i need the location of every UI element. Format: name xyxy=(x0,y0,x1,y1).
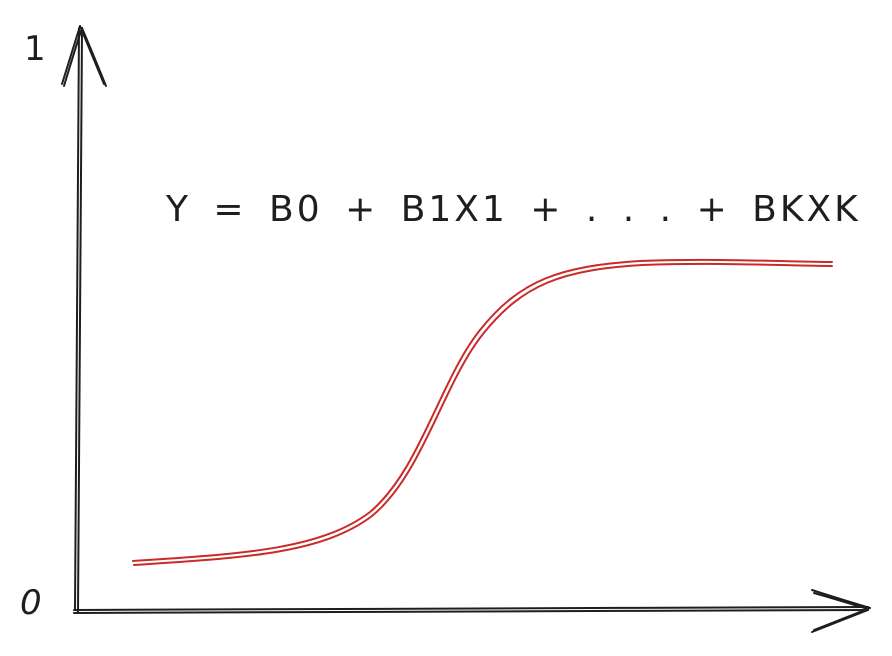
x-axis-arrowhead xyxy=(811,589,871,633)
x-axis xyxy=(73,606,869,614)
sigmoid-curve xyxy=(132,258,833,566)
y-axis-min-label: 0 xyxy=(20,583,42,623)
y-axis-max-label: 1 xyxy=(24,29,46,69)
regression-equation: Y = B0 + B1X1 + . . . + BKXK xyxy=(166,189,861,230)
y-axis xyxy=(74,27,83,613)
y-axis-arrowhead xyxy=(61,25,107,87)
